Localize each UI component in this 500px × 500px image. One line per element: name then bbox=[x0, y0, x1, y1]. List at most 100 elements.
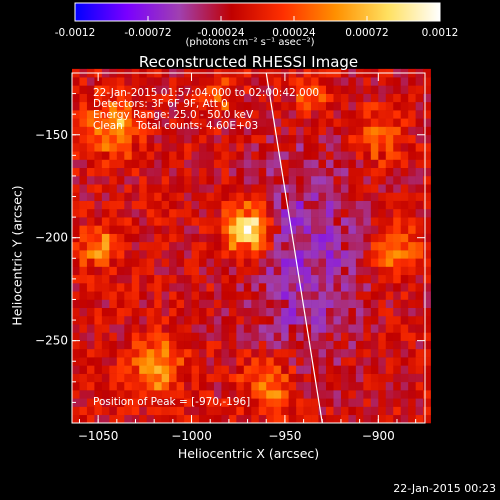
heatmap-cell bbox=[161, 143, 170, 152]
heatmap-cell bbox=[206, 217, 215, 226]
heatmap-cell bbox=[146, 93, 155, 103]
heatmap-cell bbox=[423, 340, 431, 350]
heatmap-cell bbox=[303, 134, 312, 144]
heatmap-cell bbox=[266, 134, 275, 144]
heatmap-cell bbox=[408, 93, 416, 103]
heatmap-cell bbox=[370, 93, 379, 103]
heatmap-cell bbox=[288, 134, 297, 144]
heatmap-cell bbox=[243, 85, 252, 94]
heatmap-cell bbox=[176, 225, 185, 234]
heatmap-cell bbox=[124, 340, 133, 350]
heatmap-cell bbox=[415, 381, 424, 391]
heatmap-cell bbox=[184, 340, 192, 350]
heatmap-cell bbox=[191, 225, 200, 234]
heatmap-cell bbox=[273, 414, 282, 424]
heatmap-cell bbox=[281, 307, 289, 317]
heatmap-cell bbox=[363, 406, 372, 416]
heatmap-cell bbox=[326, 373, 334, 383]
heatmap-cell bbox=[281, 332, 289, 341]
heatmap-cell bbox=[333, 348, 342, 358]
heatmap-cell bbox=[169, 406, 177, 416]
heatmap-cell bbox=[243, 134, 252, 144]
heatmap-cell bbox=[363, 381, 372, 391]
heatmap-cell bbox=[288, 340, 297, 350]
heatmap-cell bbox=[318, 217, 327, 226]
heatmap-cell bbox=[228, 101, 237, 111]
heatmap-cell bbox=[370, 175, 379, 185]
heatmap-cell bbox=[154, 332, 162, 341]
heatmap-cell bbox=[221, 250, 230, 259]
heatmap-cell bbox=[199, 167, 207, 177]
heatmap-cell bbox=[340, 258, 349, 267]
heatmap-cell bbox=[191, 315, 200, 325]
heatmap-cell bbox=[273, 241, 282, 251]
heatmap-cell bbox=[296, 365, 304, 374]
heatmap-cell bbox=[109, 110, 118, 119]
heatmap-cell bbox=[281, 357, 289, 366]
heatmap-cell bbox=[139, 332, 148, 341]
heatmap-cell bbox=[221, 398, 230, 407]
heatmap-cell bbox=[221, 406, 230, 416]
heatmap-cell bbox=[288, 332, 297, 341]
heatmap-cell bbox=[236, 365, 245, 374]
heatmap-cell bbox=[288, 250, 297, 259]
heatmap-cell bbox=[385, 101, 394, 111]
heatmap-cell bbox=[101, 307, 110, 317]
heatmap-cell bbox=[86, 274, 95, 284]
heatmap-cell bbox=[228, 390, 237, 399]
heatmap-cell bbox=[258, 217, 267, 226]
heatmap-cell bbox=[400, 283, 409, 292]
heatmap-cell bbox=[281, 340, 289, 350]
heatmap-cell bbox=[273, 134, 282, 144]
heatmap-cell bbox=[333, 151, 342, 160]
heatmap-cell bbox=[236, 208, 245, 218]
heatmap-cell bbox=[258, 93, 267, 103]
heatmap-cell bbox=[206, 291, 215, 300]
heatmap-cell bbox=[273, 151, 282, 160]
heatmap-cell bbox=[348, 118, 357, 127]
heatmap-cell bbox=[408, 134, 416, 144]
heatmap-cell bbox=[266, 126, 275, 136]
heatmap-cell bbox=[191, 274, 200, 284]
heatmap-cell bbox=[303, 241, 312, 251]
heatmap-cell bbox=[423, 266, 431, 276]
heatmap-cell bbox=[79, 93, 88, 103]
heatmap-cell bbox=[79, 266, 88, 276]
heatmap-cell bbox=[146, 373, 155, 383]
heatmap-cell bbox=[199, 291, 207, 300]
heatmap-cell bbox=[213, 192, 222, 201]
heatmap-cell bbox=[408, 299, 416, 309]
heatmap-cell bbox=[408, 241, 416, 251]
heatmap-cell bbox=[109, 126, 118, 136]
heatmap-cell bbox=[340, 274, 349, 284]
heatmap-cell bbox=[161, 373, 170, 383]
heatmap-cell bbox=[378, 299, 387, 309]
heatmap-cell bbox=[243, 332, 252, 341]
heatmap-cell bbox=[101, 291, 110, 300]
heatmap-cell bbox=[154, 93, 162, 103]
heatmap-cell bbox=[348, 307, 357, 317]
heatmap-cell bbox=[400, 365, 409, 374]
heatmap-cell bbox=[393, 332, 402, 341]
heatmap-cell bbox=[221, 85, 230, 94]
heatmap-cell bbox=[423, 357, 431, 366]
heatmap-cell bbox=[385, 134, 394, 144]
heatmap-cell bbox=[400, 225, 409, 234]
heatmap-cell bbox=[423, 175, 431, 185]
heatmap-cell bbox=[266, 110, 275, 119]
heatmap-cell bbox=[408, 258, 416, 267]
heatmap-cell bbox=[228, 274, 237, 284]
heatmap-cell bbox=[131, 175, 140, 185]
heatmap-cell bbox=[213, 167, 222, 177]
heatmap-cell bbox=[228, 332, 237, 341]
heatmap-cell bbox=[116, 217, 125, 226]
heatmap-cell bbox=[228, 118, 237, 127]
heatmap-cell bbox=[176, 93, 185, 103]
heatmap-cell bbox=[169, 373, 177, 383]
heatmap-cell bbox=[109, 381, 118, 391]
heatmap-cell bbox=[228, 241, 237, 251]
heatmap-cell bbox=[206, 348, 215, 358]
heatmap-cell bbox=[288, 390, 297, 399]
heatmap-cell bbox=[184, 200, 192, 210]
heatmap-cell bbox=[139, 93, 148, 103]
